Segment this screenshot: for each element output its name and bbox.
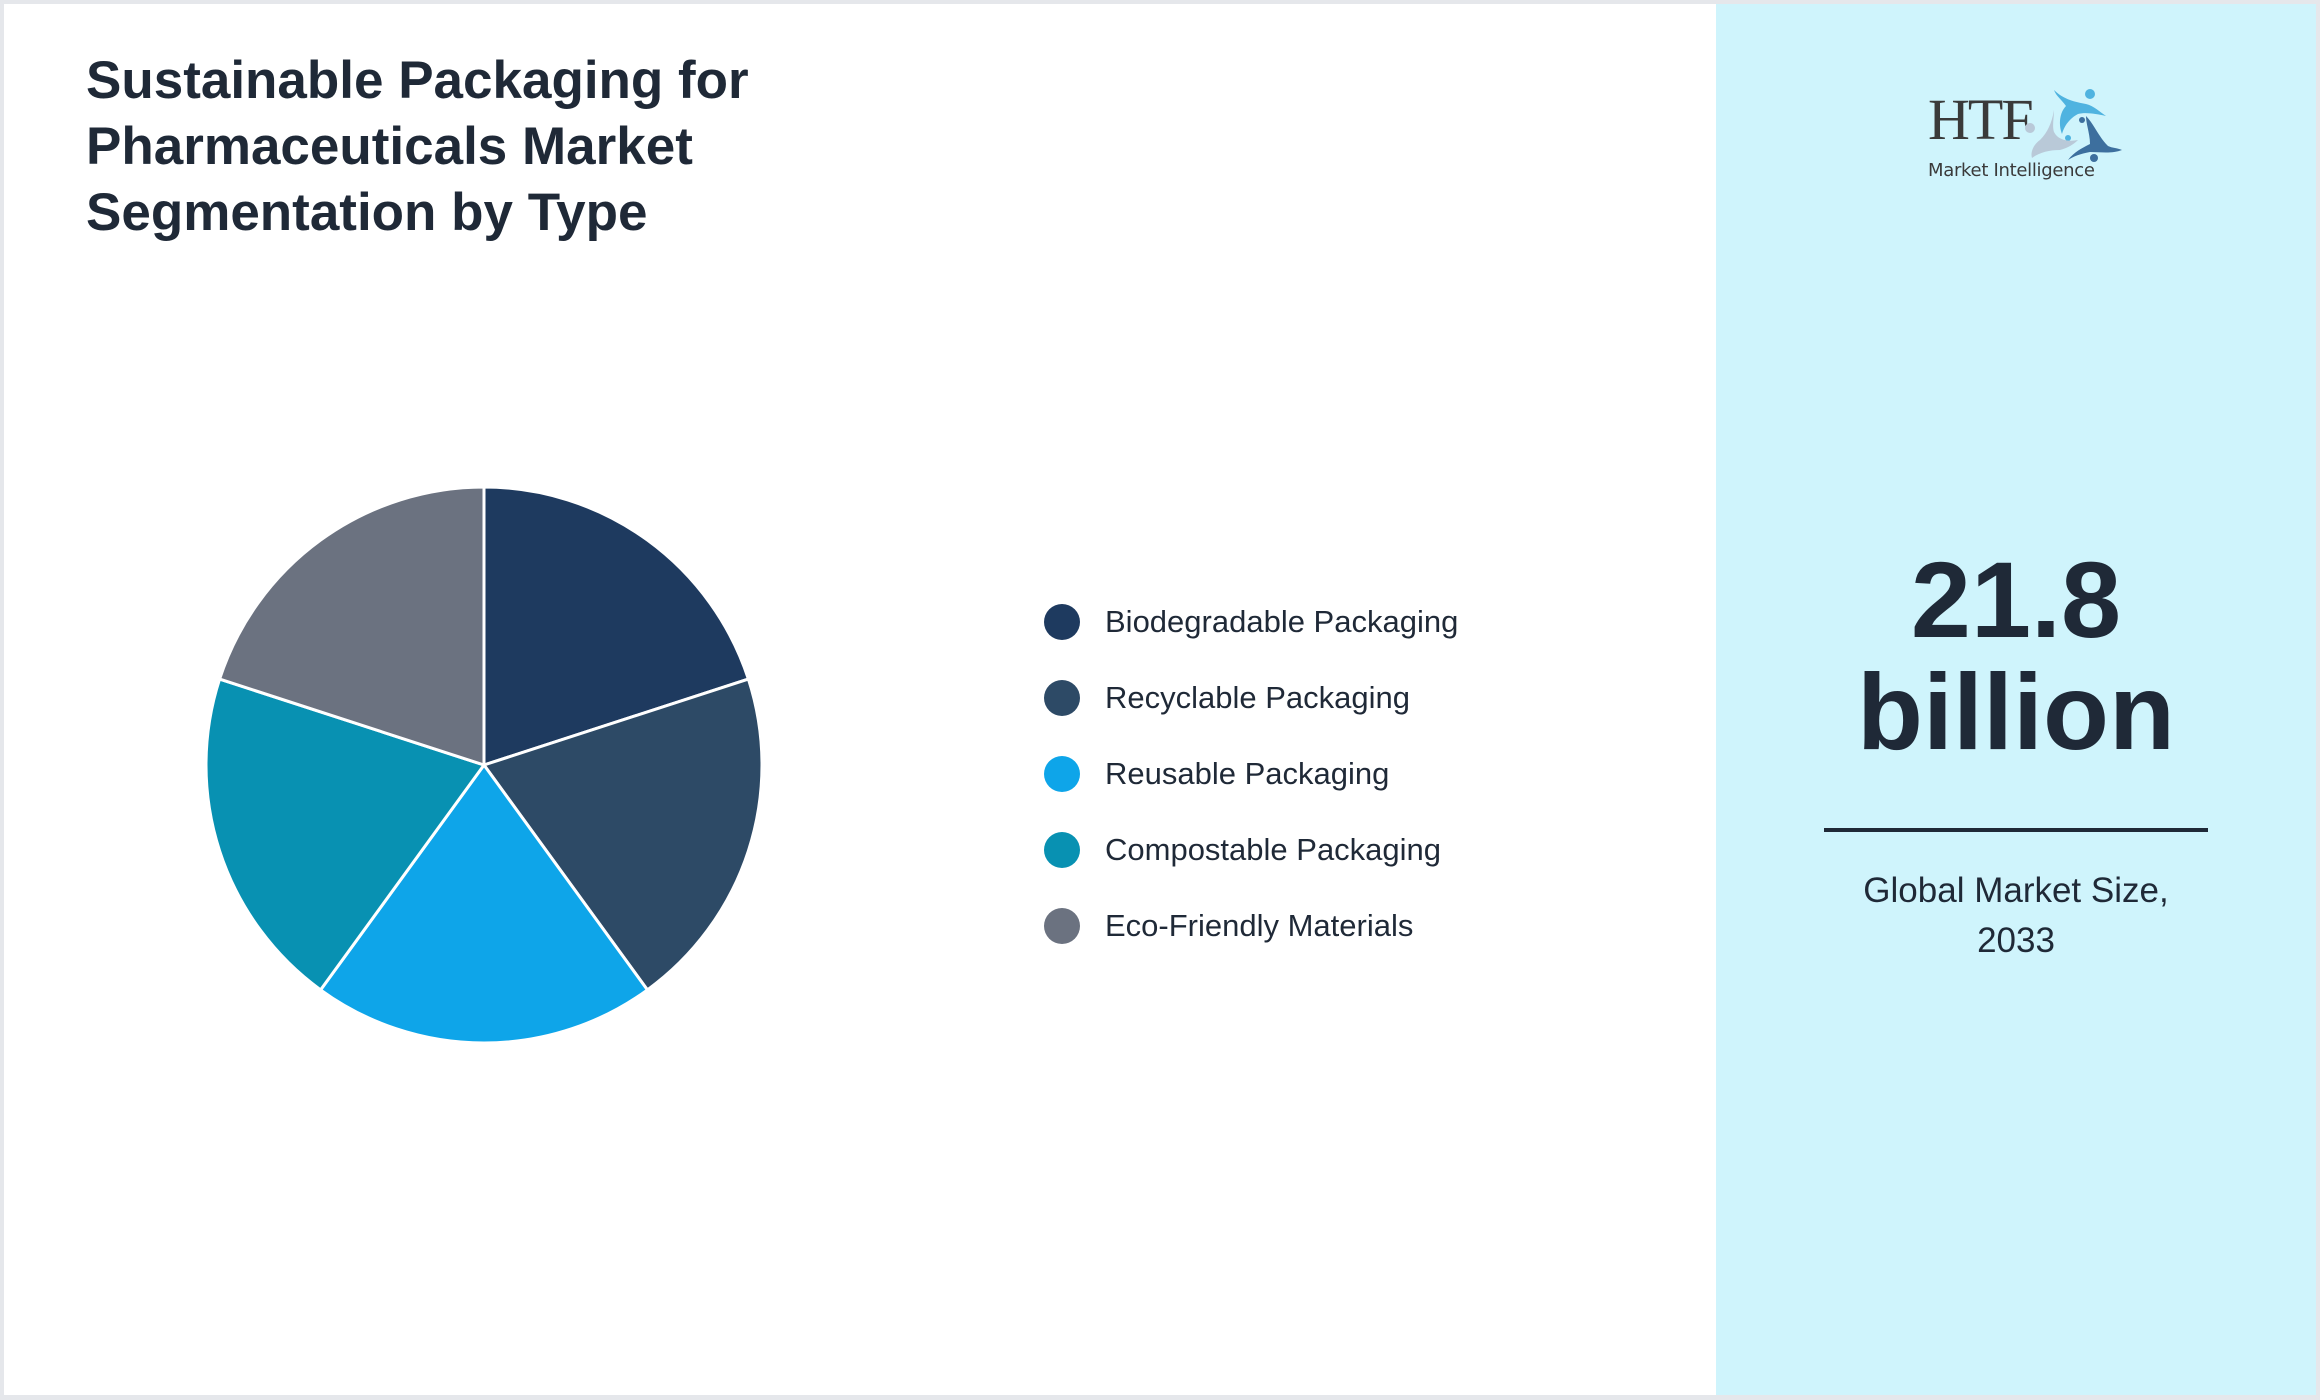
legend-label: Recyclable Packaging	[1105, 680, 1411, 715]
legend-item-biodegradable: Biodegradable Packaging	[1044, 600, 1458, 644]
market-size-panel: HTF Market Intelligence 21.8 billion Glo…	[1716, 4, 2316, 1395]
market-size-unit: billion	[1857, 651, 2175, 772]
people-circle-logo-icon	[2025, 89, 2122, 162]
legend-label: Reusable Packaging	[1105, 756, 1390, 791]
legend-swatch-icon	[1044, 680, 1080, 716]
pie-chart	[4, 4, 1004, 1395]
legend-item-compostable: Compostable Packaging	[1044, 828, 1458, 872]
market-size-caption: Global Market Size, 2033	[1863, 871, 2169, 960]
infographic-canvas: Sustainable Packaging for Pharmaceutical…	[4, 4, 2316, 1395]
legend-label: Biodegradable Packaging	[1105, 604, 1459, 639]
chart-title: Sustainable Packaging for Pharmaceutical…	[86, 51, 749, 242]
legend-item-recyclable: Recyclable Packaging	[1044, 676, 1458, 720]
legend-swatch-icon	[1044, 832, 1080, 868]
legend-item-eco-friendly: Eco-Friendly Materials	[1044, 904, 1458, 948]
market-size-number: 21.8	[1910, 539, 2122, 660]
legend-swatch-icon	[1044, 604, 1080, 640]
legend-swatch-icon	[1044, 908, 1080, 944]
chart-legend: Biodegradable Packaging Recyclable Packa…	[1044, 600, 1458, 980]
legend-label: Compostable Packaging	[1105, 832, 1442, 867]
divider	[1824, 828, 2208, 832]
pie-slice-reusable-packaging	[319, 763, 649, 1045]
pie-slice-eco-friendly-materials	[218, 485, 486, 767]
market-size-value: 21.8 billion	[1716, 544, 2316, 768]
logo-tagline: Market Intelligence	[1928, 160, 2095, 181]
pie-slice-recyclable-packaging	[482, 677, 764, 992]
logo-brand-text: HTF	[1928, 87, 2034, 152]
legend-swatch-icon	[1044, 756, 1080, 792]
pie-slice-compostable-packaging	[204, 677, 486, 992]
pie-slice-biodegradable-packaging	[482, 485, 750, 767]
legend-item-reusable: Reusable Packaging	[1044, 752, 1458, 796]
pie-chart-svg	[204, 485, 764, 1045]
legend-label: Eco-Friendly Materials	[1105, 908, 1414, 943]
htf-logo: HTF Market Intelligence	[1928, 82, 2128, 192]
